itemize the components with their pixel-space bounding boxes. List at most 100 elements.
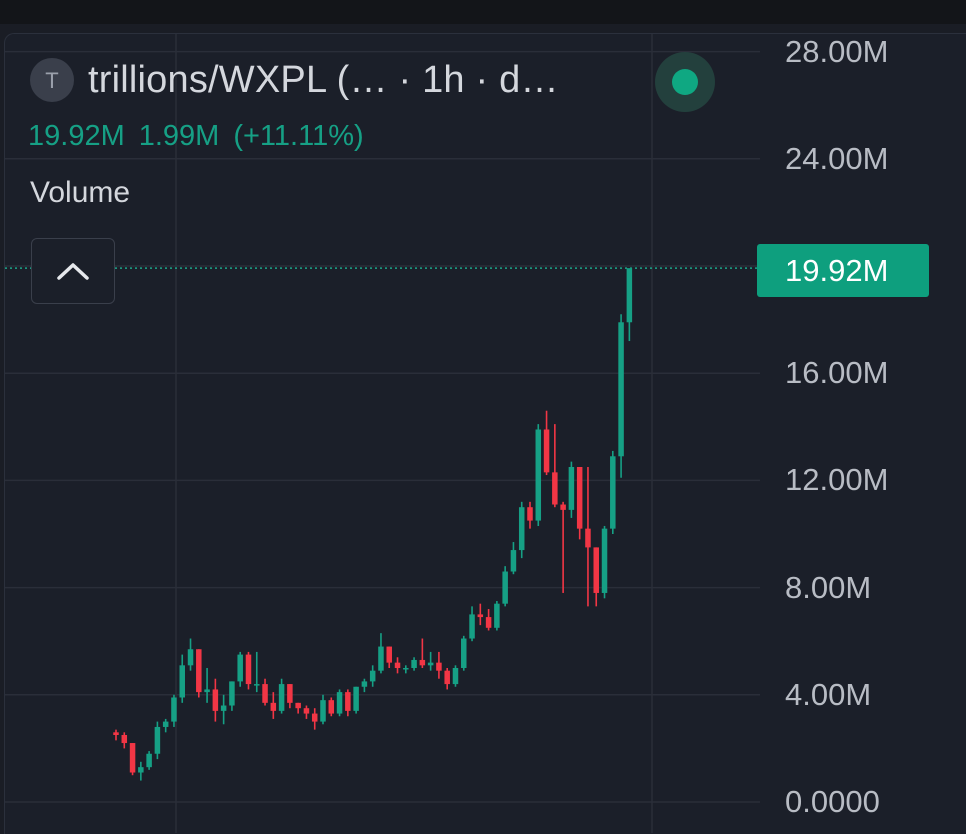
chart-legend[interactable]: T trillions/WXPL (… · 1h · d…: [30, 58, 559, 102]
chart-panel: [4, 33, 966, 834]
candle: [270, 692, 277, 719]
volume-change: 1.99M: [138, 120, 220, 152]
candle-body: [560, 504, 566, 510]
candle: [262, 678, 268, 706]
status-dot-icon: [672, 69, 698, 95]
y-axis-tick-label: 28.00M: [785, 33, 889, 69]
candle-body: [485, 617, 492, 628]
candle: [336, 689, 343, 717]
candle-body: [552, 472, 558, 505]
candle: [436, 651, 442, 679]
candle: [411, 657, 417, 671]
candle-body: [138, 767, 144, 773]
y-axis-tick-label: 0.0000: [785, 784, 880, 819]
candle: [113, 729, 119, 741]
candle: [138, 761, 144, 781]
candle-body: [568, 467, 575, 510]
candle: [287, 684, 293, 709]
candle-body: [287, 684, 293, 703]
candle: [220, 694, 227, 725]
candle-body: [527, 507, 533, 521]
top-bar: [0, 0, 966, 24]
candle: [485, 609, 492, 631]
candle-body: [601, 528, 608, 593]
current-value-tag: 19.92M: [757, 244, 929, 297]
candle: [427, 651, 434, 671]
candle: [618, 314, 624, 478]
chevron-up-icon: [57, 263, 89, 280]
candle: [237, 651, 243, 687]
candle-body: [427, 662, 434, 666]
candle-body: [262, 684, 268, 703]
candle-body: [411, 659, 417, 668]
candle: [369, 665, 376, 687]
candle: [444, 668, 450, 690]
candle: [345, 689, 351, 717]
collapse-legend-button[interactable]: [31, 238, 115, 304]
y-axis-tick-label: 4.00M: [785, 676, 872, 712]
candle: [543, 410, 550, 476]
candle-body: [576, 467, 583, 529]
candle: [494, 601, 500, 631]
candle-body: [394, 662, 401, 668]
symbol-logo: T: [30, 58, 74, 102]
candle: [601, 525, 608, 599]
candle: [303, 705, 310, 719]
candle-body: [270, 702, 277, 711]
candle-body: [129, 743, 136, 773]
candle-body: [154, 726, 161, 754]
candle: [394, 657, 401, 674]
candle: [278, 678, 285, 714]
candle: [518, 501, 525, 559]
candle-body: [477, 614, 484, 618]
candle: [121, 732, 128, 749]
candle-body: [452, 668, 459, 685]
candle-body: [345, 692, 351, 711]
candle-body: [444, 670, 450, 685]
candle-body: [353, 686, 359, 711]
candle: [527, 501, 533, 529]
candle-body: [626, 268, 633, 323]
candle-body: [146, 753, 152, 768]
candle: [311, 708, 318, 730]
candle-body: [610, 456, 616, 529]
candle: [560, 501, 566, 593]
candle-body: [510, 550, 517, 572]
candle-body: [303, 708, 310, 714]
candle: [320, 694, 326, 725]
candle-body: [535, 429, 542, 521]
candle: [361, 678, 368, 693]
candle-body: [361, 681, 368, 687]
candle-body: [245, 654, 252, 685]
candle-body: [171, 697, 177, 722]
candle-body: [378, 646, 384, 671]
y-axis-tick-label: 16.00M: [785, 355, 889, 391]
candle: [187, 638, 194, 671]
candle-body: [369, 670, 376, 682]
candle: [204, 668, 210, 703]
candle-body: [593, 547, 599, 593]
candle-body: [469, 614, 475, 639]
market-status-indicator[interactable]: [655, 52, 715, 112]
candle: [419, 638, 426, 668]
candle-body: [196, 649, 202, 693]
candle-body: [254, 684, 260, 686]
candle: [469, 606, 475, 642]
candle: [229, 681, 235, 711]
candle-body: [179, 665, 185, 698]
candle: [576, 467, 583, 540]
candle: [510, 542, 517, 575]
candle-body: [403, 668, 409, 670]
candle-body: [278, 684, 285, 711]
candle-body: [162, 721, 169, 727]
candle-body: [336, 692, 343, 714]
candle-body: [518, 507, 525, 551]
candle: [626, 268, 633, 342]
chart-title[interactable]: trillions/WXPL (… · 1h · d…: [88, 58, 559, 101]
candle: [386, 646, 392, 668]
candle-body: [220, 705, 227, 711]
candle: [146, 751, 152, 770]
candle-body: [204, 689, 210, 693]
candle: [535, 424, 542, 526]
